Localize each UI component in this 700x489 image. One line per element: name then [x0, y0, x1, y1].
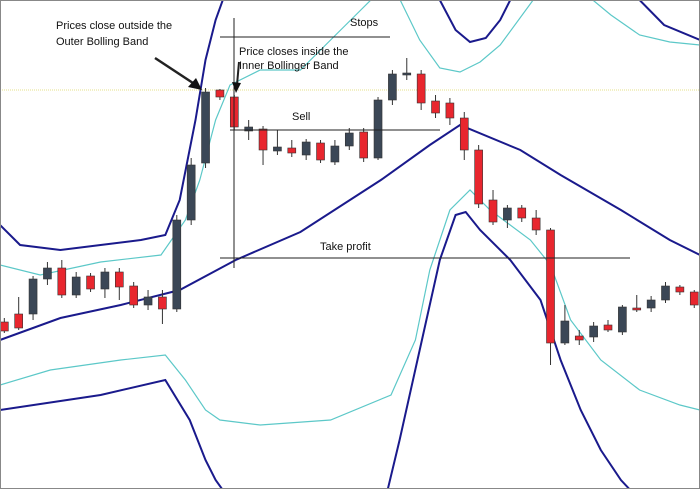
annotation: Stops	[350, 17, 379, 29]
candle-body	[57, 267, 67, 296]
annotation: Outer Bolling Band	[56, 36, 148, 48]
candle-body	[531, 217, 541, 231]
candle-body	[287, 147, 297, 154]
candle-body	[459, 117, 469, 151]
candle-body	[244, 126, 253, 132]
candle-body	[172, 219, 182, 310]
candle-body	[86, 275, 95, 290]
candle-body	[201, 91, 210, 164]
annotation-lines	[154, 18, 630, 268]
candle-body	[301, 141, 311, 156]
band-line	[0, 0, 700, 276]
candle-body	[560, 320, 570, 344]
candle-body	[158, 296, 167, 310]
band-line	[0, 0, 700, 252]
candle-body	[344, 132, 354, 147]
candle-body	[215, 89, 225, 98]
candle-body	[632, 307, 642, 311]
candle-body	[503, 207, 512, 221]
candle-body	[546, 229, 555, 344]
candle-body	[71, 276, 81, 296]
candles	[0, 58, 699, 365]
candle-body	[661, 285, 670, 301]
annotation: Price closes inside the	[239, 46, 348, 58]
candle-body	[675, 286, 685, 293]
annotation: Sell	[292, 111, 310, 123]
candle-body	[43, 267, 52, 280]
candle-body	[431, 100, 440, 114]
candle-body	[689, 291, 699, 306]
candle-body	[574, 335, 584, 341]
candle-body	[115, 271, 124, 288]
annotation: Inner Bollinger Band	[239, 60, 339, 72]
candle-body	[186, 164, 196, 221]
candle-body	[316, 142, 325, 161]
candle-body	[618, 306, 627, 333]
candle-body	[488, 199, 498, 223]
arrowhead	[188, 78, 202, 90]
candle-body	[143, 296, 153, 306]
candle-body	[273, 146, 282, 152]
candle-body	[646, 299, 656, 309]
candle-body	[100, 271, 110, 290]
candle-body	[388, 73, 397, 101]
candle-body	[589, 325, 598, 338]
arrowhead	[232, 82, 241, 93]
candle-body	[445, 102, 455, 119]
candle-body	[258, 128, 268, 151]
candle-body	[603, 324, 613, 331]
candle-body	[0, 321, 9, 332]
candle-body	[474, 149, 483, 205]
annotation: Take profit	[320, 241, 371, 253]
annotation: Prices close outside the	[56, 20, 172, 32]
candle-body	[402, 72, 412, 76]
candle-body	[416, 73, 426, 104]
arrow	[236, 61, 240, 86]
candle-body	[330, 145, 340, 163]
candle-body	[28, 278, 38, 315]
candle-body	[129, 285, 138, 306]
arrow	[154, 56, 197, 87]
band-line	[0, 210, 631, 489]
candle-body	[14, 313, 23, 329]
candle-body	[517, 207, 527, 219]
candle-body	[373, 99, 383, 159]
candle-body	[359, 131, 368, 159]
band-line	[0, 189, 700, 426]
